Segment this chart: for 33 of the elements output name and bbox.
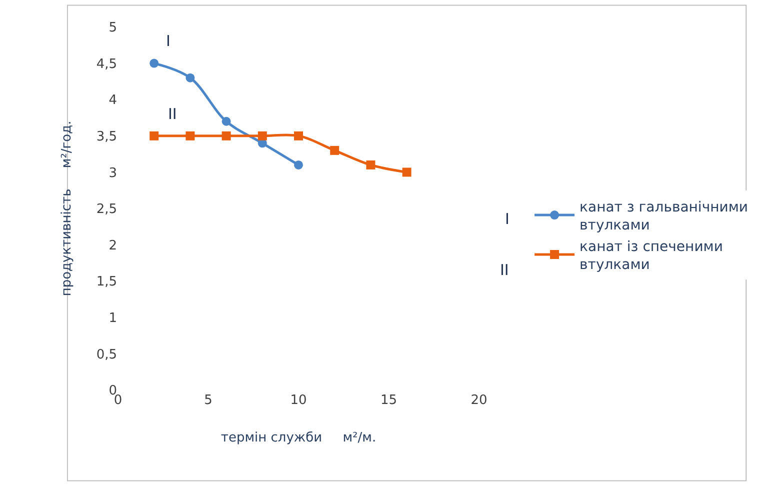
- annotation: I: [166, 32, 170, 50]
- y-tick-label: 3,5: [96, 129, 117, 144]
- y-axis-title: продуктивність м²/год.: [59, 120, 74, 296]
- y-tick-label: 3: [108, 166, 117, 181]
- y-tick-label: 0,5: [96, 347, 117, 362]
- point: [186, 73, 195, 82]
- y-tick-label: 4,5: [96, 56, 117, 72]
- point: [294, 131, 303, 140]
- point: [258, 131, 267, 140]
- x-tick-label: 10: [290, 393, 307, 408]
- point: [402, 168, 412, 177]
- text: I: [505, 210, 510, 228]
- y-tick-label: 1: [108, 310, 117, 326]
- x-tick-label: 15: [380, 393, 398, 408]
- x-axis-title: термін служби м²/м.: [220, 430, 376, 446]
- x-tick-label: 5: [204, 393, 212, 408]
- y-tick-label: 2,5: [96, 202, 117, 218]
- text: II: [500, 261, 509, 279]
- x-tick-label: 20: [470, 393, 488, 408]
- point: [150, 58, 159, 68]
- point: [186, 131, 195, 140]
- point: [294, 160, 303, 170]
- point: [366, 160, 376, 170]
- y-tick-label: 4: [108, 93, 117, 108]
- y-tick-label: 5: [108, 20, 117, 36]
- point: [222, 116, 231, 126]
- point: [330, 146, 340, 155]
- legend-label: канат із спеченими втулками: [580, 238, 723, 274]
- y-tick-label: 1,5: [96, 274, 117, 290]
- annotation: II: [168, 105, 177, 123]
- point: [222, 131, 231, 140]
- y-tick-label: 2: [108, 238, 117, 254]
- point: [150, 131, 159, 140]
